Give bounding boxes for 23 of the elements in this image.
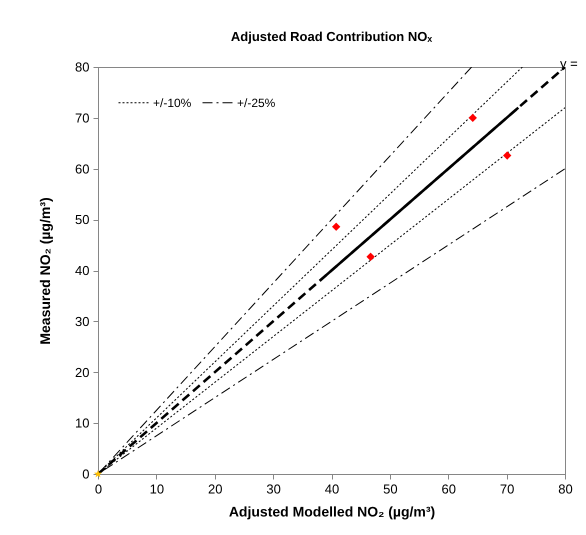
y-tick-label: 10 <box>75 416 90 431</box>
y-tick-label: 30 <box>75 314 90 329</box>
y-tick-label: 20 <box>75 364 90 380</box>
x-tick-label: 50 <box>383 482 398 496</box>
y-axis-title: Measured NO₂ (µg/m³) <box>37 197 54 345</box>
legend-label: +/-25% <box>237 96 276 110</box>
x-tick-label: 80 <box>558 482 573 496</box>
x-tick-label: 70 <box>500 482 514 496</box>
y-tick-label: 0 <box>82 466 90 482</box>
legend-label: +/-10% <box>153 96 192 110</box>
y-tick-label: 60 <box>75 161 90 176</box>
x-tick-label: 60 <box>442 482 456 496</box>
x-tick-label: 40 <box>324 482 340 496</box>
y-tick-label: 50 <box>75 212 90 228</box>
y-tick-label: 40 <box>75 263 90 278</box>
y-tick-label: 80 <box>75 60 90 74</box>
chart-title: Adjusted Road Contribution NOₓ <box>230 29 432 44</box>
x-tick-label: 0 <box>94 482 102 496</box>
x-tick-label: 10 <box>150 482 164 496</box>
x-tick-label: 30 <box>266 482 281 496</box>
x-tick-label: 20 <box>208 482 222 496</box>
y-tick-label: 70 <box>75 110 90 126</box>
x-axis-title: Adjusted Modelled NO₂ (µg/m³) <box>228 504 436 520</box>
